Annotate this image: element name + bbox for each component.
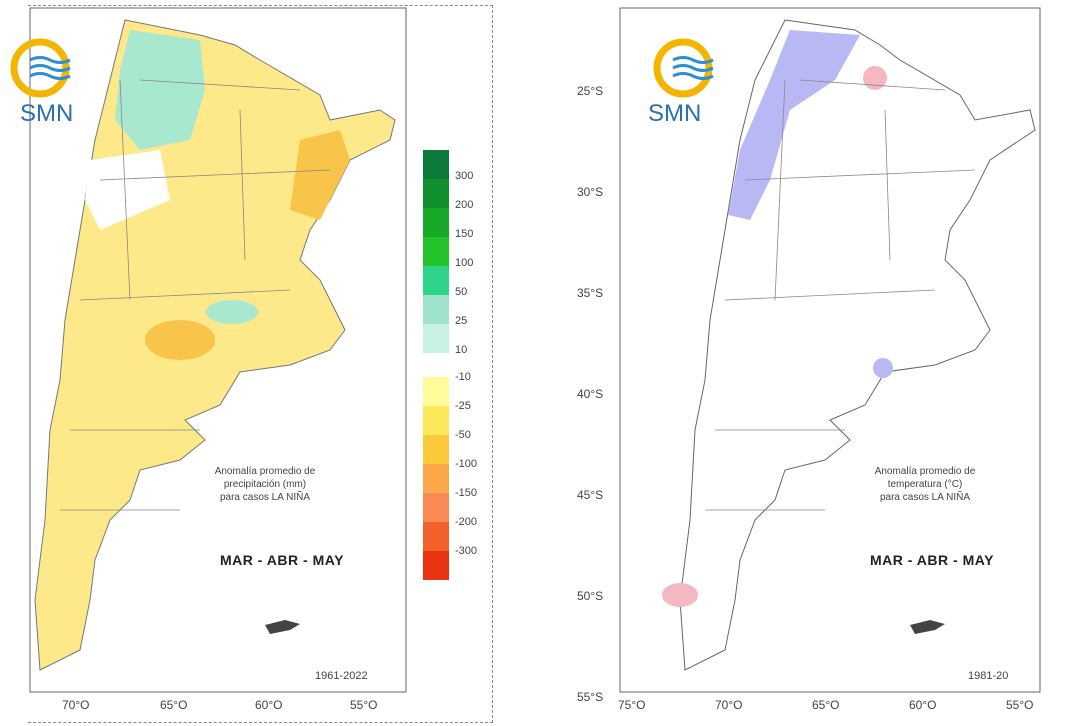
annotation-line: Anomalía promedio de — [874, 466, 976, 477]
smn-logo-text: SMN — [20, 100, 74, 127]
colorbar-swatch — [423, 295, 449, 324]
colorbar-swatch — [423, 435, 449, 464]
colorbar-swatch — [423, 237, 449, 266]
colorbar-label: -150 — [455, 487, 478, 499]
precip-white-region — [85, 150, 170, 230]
temp-period: 1981-20 — [968, 670, 1009, 682]
temp-malvinas-islands — [910, 620, 945, 634]
colorbar-label: 200 — [455, 199, 474, 211]
temp-cold-spot-buenosaires — [873, 358, 893, 378]
smn-logo-icon — [653, 38, 713, 98]
temp-cold-region — [728, 30, 860, 220]
temp-argentina-shape — [679, 19, 1036, 671]
temp-season: MAR - ABR - MAY — [870, 552, 994, 568]
colorbar-label: 300 — [455, 170, 474, 182]
lon-tick-label: 55°O — [1006, 698, 1034, 712]
colorbar-swatch — [423, 377, 449, 406]
colorbar-swatch — [423, 464, 449, 493]
annotation-line: precipitación (mm) — [223, 479, 307, 490]
colorbar-label: 25 — [455, 315, 468, 327]
colorbar-swatch — [423, 406, 449, 435]
colorbar-label: -25 — [455, 400, 471, 412]
colorbar-label: -50 — [455, 429, 471, 441]
lon-tick-label: 60°O — [909, 698, 937, 712]
precip-orange-region — [290, 130, 350, 220]
colorbar-label: 10 — [455, 344, 468, 356]
colorbar-label: 100 — [455, 257, 474, 269]
annotation-line: temperatura (°C) — [887, 479, 963, 490]
colorbar-swatch — [423, 493, 449, 522]
precipitation-anomaly-panel — [28, 5, 493, 723]
colorbar-label: -100 — [455, 458, 478, 470]
precip-province-borders — [60, 79, 331, 511]
lon-tick-label: 55°O — [350, 698, 378, 712]
precip-green-spot — [206, 300, 258, 324]
lat-tick-label: 50°S — [577, 589, 604, 603]
smn-logo-text: SMN — [648, 100, 702, 127]
temp-map-frame — [619, 7, 1041, 693]
lat-tick-label: 45°S — [577, 488, 604, 502]
temp-warm-spot-north — [863, 66, 887, 90]
temp-annotation: Anomalía promedio de temperatura (°C) pa… — [860, 465, 990, 504]
annotation-line: para casos LA NIÑA — [879, 492, 971, 503]
temp-warm-spot-south — [662, 583, 698, 607]
temp-province-borders — [705, 79, 976, 511]
colorbar-label: 50 — [455, 286, 468, 298]
lon-tick-label: 65°O — [812, 698, 840, 712]
lon-tick-label: 70°O — [62, 698, 90, 712]
colorbar-label: -10 — [455, 371, 471, 383]
precip-argentina-shape — [34, 19, 396, 671]
colorbar-swatch — [423, 179, 449, 208]
smn-logo-icon — [10, 38, 70, 98]
colorbar-swatch — [423, 266, 449, 295]
colorbar-swatch — [423, 324, 449, 353]
lon-tick-label: 70°O — [715, 698, 743, 712]
lat-tick-label: 35°S — [577, 286, 604, 300]
lat-tick-label: 30°S — [577, 185, 604, 199]
colorbar-swatch — [423, 208, 449, 237]
colorbar-swatch — [423, 150, 449, 179]
precip-map-frame — [29, 7, 407, 693]
precip-annotation: Anomalía promedio de precipitación (mm) … — [200, 465, 330, 504]
colorbar-label: -300 — [455, 545, 478, 557]
precip-north-green-region — [115, 30, 205, 150]
lon-tick-label: 60°O — [255, 698, 283, 712]
lon-tick-label: 75°O — [618, 698, 646, 712]
annotation-line: para casos LA NIÑA — [219, 492, 311, 503]
precip-period: 1961-2022 — [315, 670, 368, 682]
lat-tick-label: 40°S — [577, 387, 604, 401]
colorbar-label: -200 — [455, 516, 478, 528]
lat-tick-label: 55°S — [577, 690, 604, 704]
colorbar-swatch — [423, 551, 449, 580]
colorbar-label: 150 — [455, 228, 474, 240]
lat-tick-label: 25°S — [577, 84, 604, 98]
precip-orange-spot — [145, 320, 215, 360]
precip-season: MAR - ABR - MAY — [220, 552, 344, 568]
lon-tick-label: 65°O — [160, 698, 188, 712]
annotation-line: Anomalía promedio de — [214, 466, 316, 477]
colorbar-swatch — [423, 522, 449, 551]
precip-malvinas-islands — [265, 620, 300, 634]
